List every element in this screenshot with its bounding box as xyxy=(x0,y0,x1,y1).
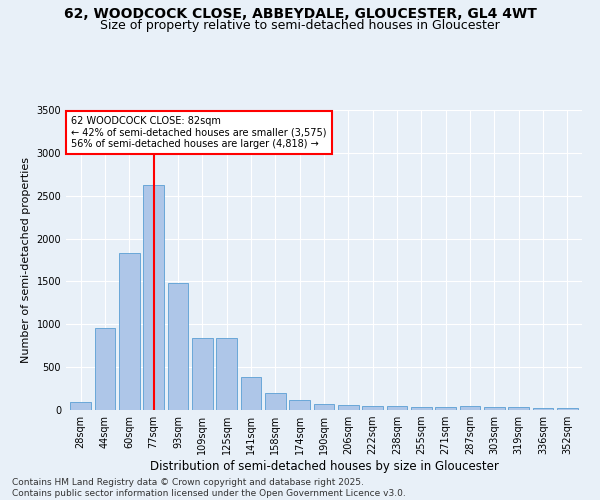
Bar xyxy=(484,408,505,410)
Bar xyxy=(70,402,91,410)
Bar xyxy=(338,405,359,410)
Bar xyxy=(289,400,310,410)
Bar xyxy=(192,338,212,410)
Bar xyxy=(533,408,553,410)
Text: 62, WOODCOCK CLOSE, ABBEYDALE, GLOUCESTER, GL4 4WT: 62, WOODCOCK CLOSE, ABBEYDALE, GLOUCESTE… xyxy=(64,8,536,22)
Bar xyxy=(436,407,456,410)
Y-axis label: Number of semi-detached properties: Number of semi-detached properties xyxy=(21,157,31,363)
Bar xyxy=(167,283,188,410)
Bar xyxy=(241,376,262,410)
Bar xyxy=(386,406,407,410)
Bar xyxy=(411,406,432,410)
X-axis label: Distribution of semi-detached houses by size in Gloucester: Distribution of semi-detached houses by … xyxy=(149,460,499,473)
Text: Size of property relative to semi-detached houses in Gloucester: Size of property relative to semi-detach… xyxy=(100,19,500,32)
Bar xyxy=(557,408,578,410)
Bar xyxy=(508,408,529,410)
Bar xyxy=(362,406,383,410)
Bar xyxy=(265,393,286,410)
Bar xyxy=(460,406,481,410)
Text: Contains HM Land Registry data © Crown copyright and database right 2025.
Contai: Contains HM Land Registry data © Crown c… xyxy=(12,478,406,498)
Bar xyxy=(143,184,164,410)
Bar xyxy=(314,404,334,410)
Text: 62 WOODCOCK CLOSE: 82sqm
← 42% of semi-detached houses are smaller (3,575)
56% o: 62 WOODCOCK CLOSE: 82sqm ← 42% of semi-d… xyxy=(71,116,326,149)
Bar xyxy=(95,328,115,410)
Bar xyxy=(216,338,237,410)
Bar xyxy=(119,253,140,410)
